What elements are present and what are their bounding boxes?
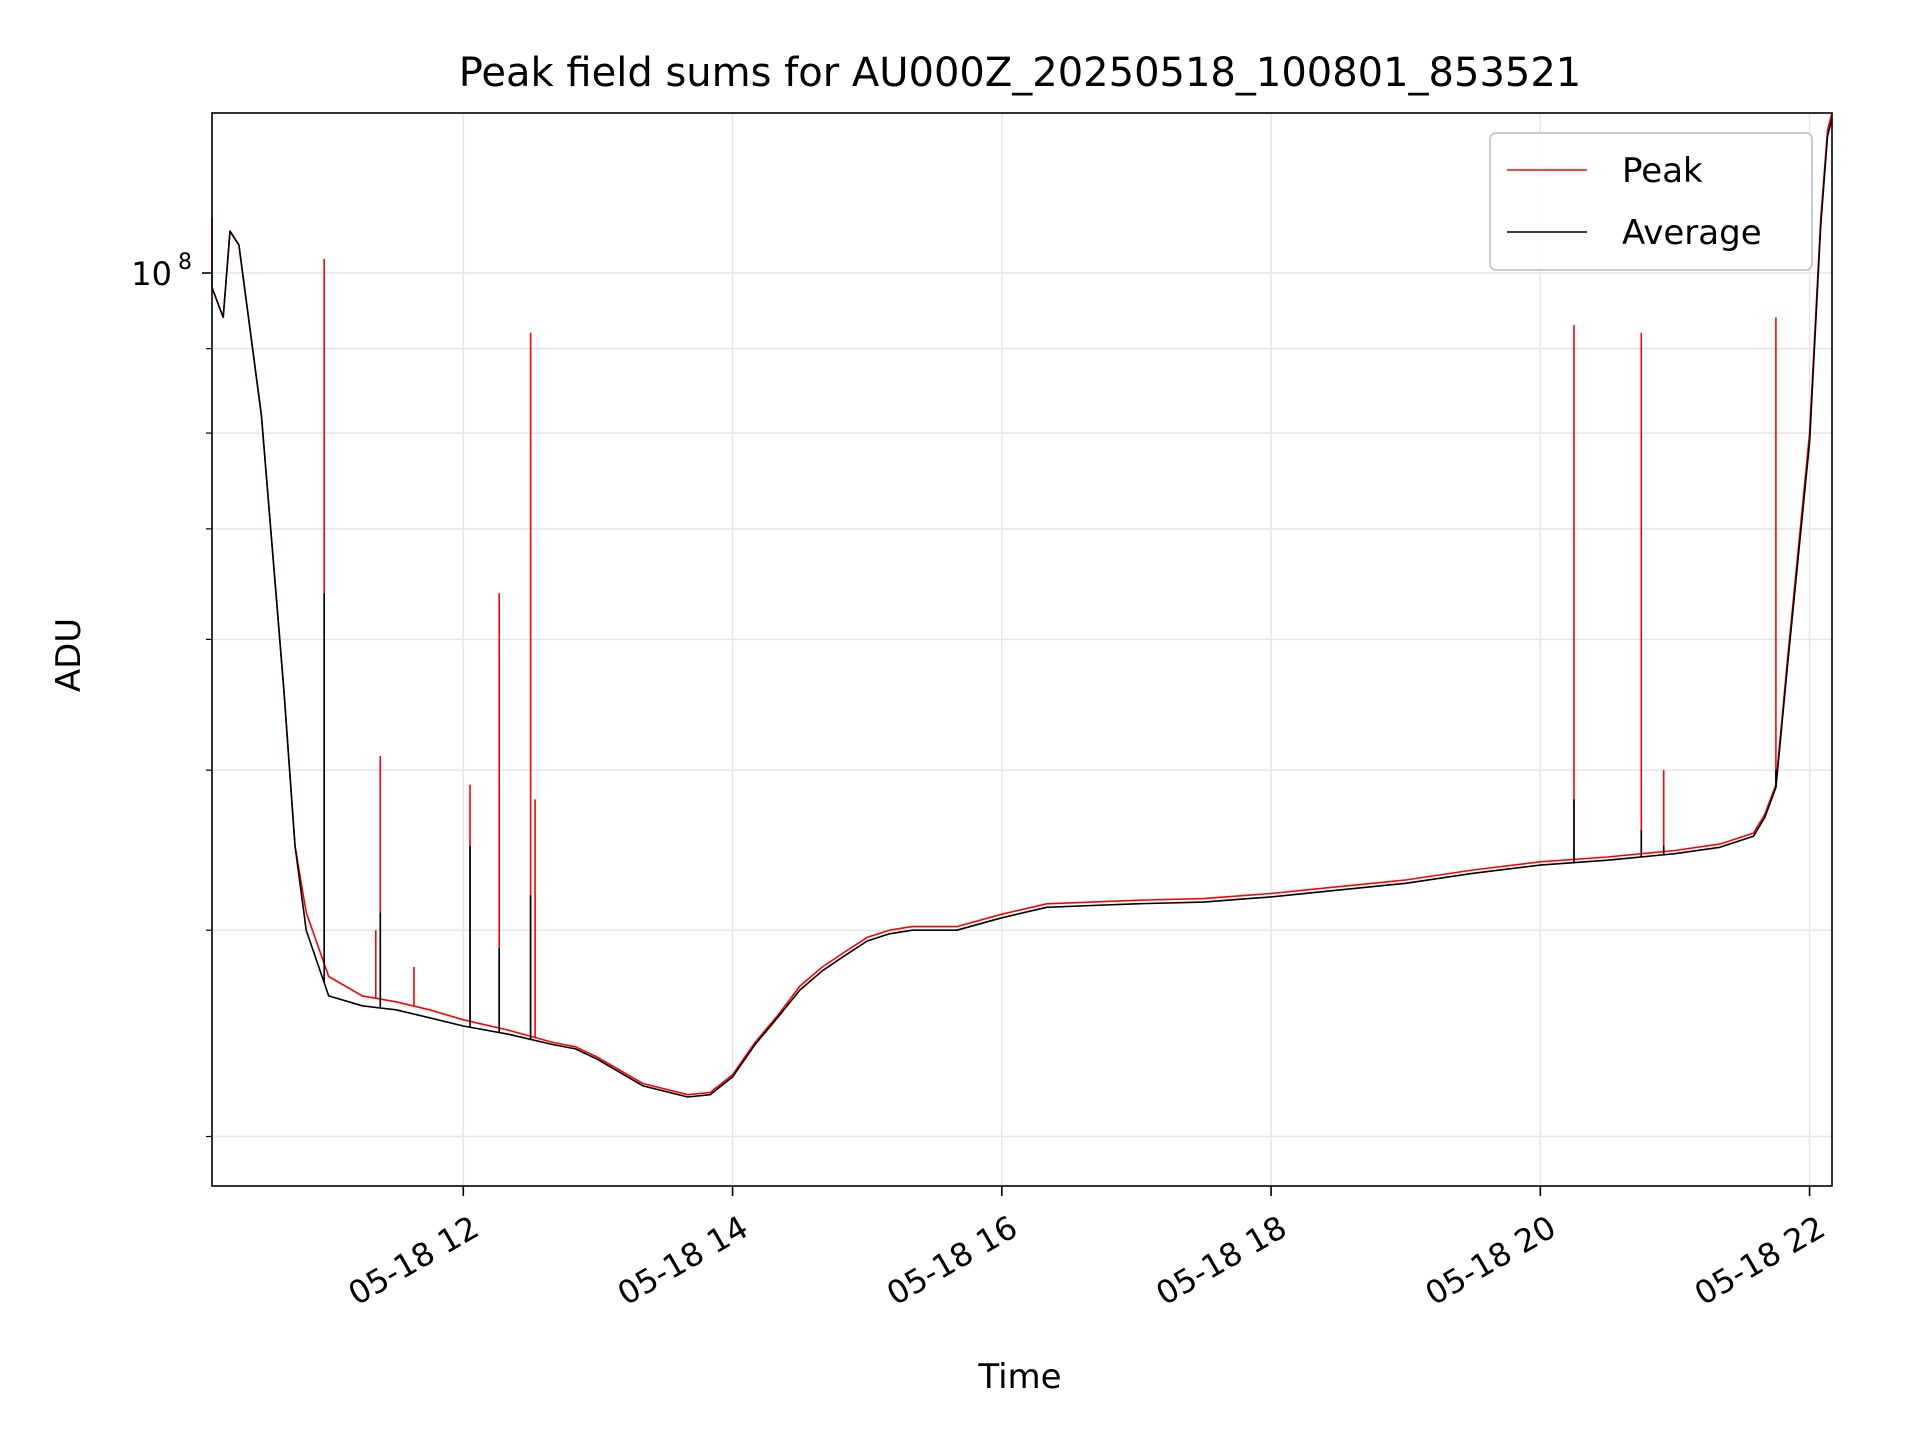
legend-peak-label: Peak xyxy=(1622,151,1703,191)
average-series-line xyxy=(211,118,1833,1098)
y-tick-label: 10 xyxy=(131,255,172,293)
peak-series-line xyxy=(211,112,1833,1096)
legend-average-label: Average xyxy=(1622,213,1762,253)
chart-title: Peak field sums for AU000Z_20250518_1008… xyxy=(459,50,1582,96)
grid xyxy=(212,113,1832,1186)
y-tick-exponent: 8 xyxy=(178,250,192,275)
x-axis-label: Time xyxy=(977,1357,1061,1397)
plot-frame xyxy=(211,112,1833,1187)
legend: Peak Average xyxy=(1489,132,1813,271)
series-layer xyxy=(211,112,1833,1098)
y-axis-label: ADU xyxy=(49,618,89,692)
